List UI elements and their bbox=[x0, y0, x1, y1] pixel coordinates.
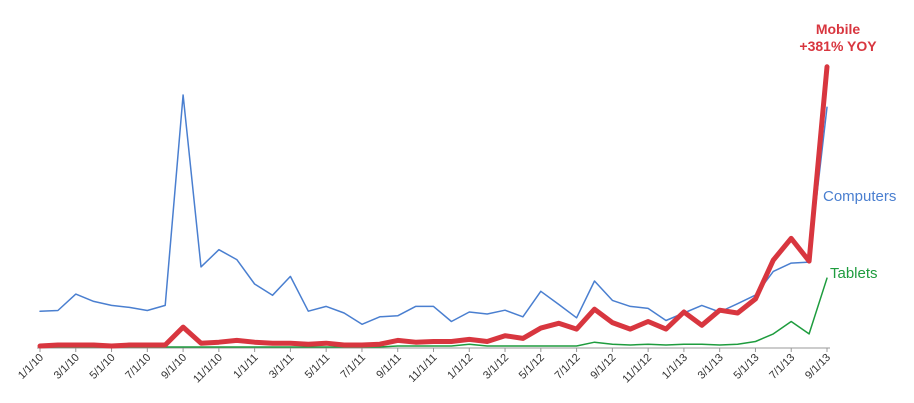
series-line-computers bbox=[39, 94, 828, 326]
x-tick-label: 9/1/12 bbox=[588, 352, 618, 382]
x-tick-label: 5/1/10 bbox=[88, 352, 118, 382]
x-tick-label: 3/1/10 bbox=[52, 352, 82, 382]
x-tick-label: 7/1/11 bbox=[339, 352, 369, 382]
x-tick-label: 7/1/12 bbox=[553, 352, 583, 382]
x-tick-label: 9/1/11 bbox=[374, 352, 404, 382]
x-tick-label: 7/1/10 bbox=[123, 352, 153, 382]
x-tick-label: 5/1/13 bbox=[731, 352, 761, 382]
x-tick-label: 1/1/11 bbox=[231, 352, 261, 382]
x-tick-label: 1/1/10 bbox=[16, 352, 46, 382]
series-lines bbox=[37, 64, 830, 349]
x-tick-label: 3/1/13 bbox=[696, 352, 726, 382]
x-tick-label: 3/1/11 bbox=[267, 352, 297, 382]
x-tick-label: 3/1/12 bbox=[481, 352, 511, 382]
x-axis-tick-labels: 1/1/10 3/1/10 5/1/10 7/1/10 9/1/10 11/1/10 1/1… bbox=[16, 352, 833, 386]
series-line-tablets bbox=[39, 277, 828, 348]
x-tick-label: 5/1/11 bbox=[303, 352, 333, 382]
x-tick-label: 11/1/11 bbox=[406, 352, 439, 385]
x-tick-label: 5/1/12 bbox=[517, 352, 547, 382]
series-label-tablets: Tablets bbox=[830, 265, 878, 282]
series-line-mobile bbox=[37, 64, 830, 349]
x-tick-label: 9/1/13 bbox=[803, 352, 833, 382]
x-tick-label: 11/1/10 bbox=[191, 352, 225, 386]
x-tick-label: 11/1/12 bbox=[620, 352, 654, 386]
series-label-computers: Computers bbox=[823, 188, 896, 205]
x-tick-label: 1/1/13 bbox=[660, 352, 690, 382]
annotation-mobile: Mobile bbox=[816, 21, 861, 37]
annotation-mobile-yoy: +381% YOY bbox=[799, 38, 877, 54]
x-tick-label: 1/1/12 bbox=[445, 352, 475, 382]
x-axis-ticks bbox=[39, 348, 828, 352]
x-tick-label: 7/1/13 bbox=[767, 352, 797, 382]
x-tick-label: 9/1/10 bbox=[159, 352, 189, 382]
